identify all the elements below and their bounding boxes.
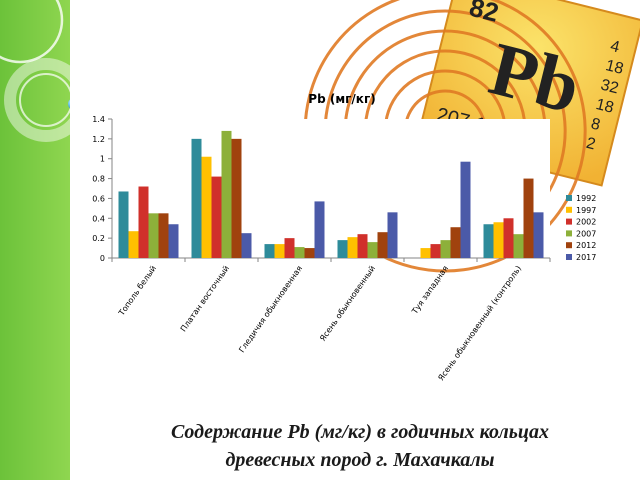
x-category-label: Ясень обыкновенный <box>318 264 377 343</box>
y-tick-label: 0.6 <box>92 194 105 203</box>
y-tick-label: 1.4 <box>92 115 105 124</box>
bar-2012 <box>231 138 242 258</box>
legend-label: 2012 <box>576 241 596 250</box>
bar-1997 <box>274 244 285 258</box>
legend-label: 2007 <box>576 229 596 238</box>
x-category-label: Гледичия обыкновенная <box>237 264 304 354</box>
electron-shell-value: 18 <box>594 96 615 117</box>
electron-shell-value: 8 <box>589 115 602 134</box>
bar-2002 <box>357 234 368 258</box>
bar-2012 <box>523 178 534 258</box>
caption-line-2: древесных пород г. Махачкалы <box>225 449 495 471</box>
electron-shell-value: 18 <box>604 57 625 78</box>
sidebar-decoration <box>0 0 70 480</box>
bar-2007 <box>513 234 524 258</box>
x-category-label: Тополь белый <box>116 264 158 318</box>
blue-orb-icon <box>68 99 70 109</box>
bar-2007 <box>367 242 378 258</box>
bar-2012 <box>304 248 315 258</box>
bar-2017 <box>241 233 252 258</box>
legend-label: 2017 <box>576 253 596 262</box>
bar-2002 <box>211 176 222 258</box>
legend-label: 1997 <box>576 206 596 215</box>
bar-2007 <box>221 130 232 258</box>
bar-2002 <box>503 218 514 258</box>
bar-2002 <box>284 238 295 258</box>
x-category-label: Платан восточный <box>179 264 231 333</box>
legend-swatch <box>566 254 572 260</box>
plot-area: 0 0.2 0.4 0.6 0.8 1 1.2 1.4 Тополь белый Платан в… <box>92 115 551 382</box>
bar-2007 <box>440 240 451 258</box>
bar-2017 <box>460 161 471 258</box>
bar-1992 <box>483 224 494 258</box>
legend-label: 1992 <box>576 194 596 203</box>
slide-caption: Содержание Pb (мг/кг) в годичных кольцах… <box>90 418 630 474</box>
x-category-label: Туя западная <box>410 264 451 317</box>
legend-swatch <box>566 195 572 201</box>
y-tick-label: 1 <box>100 155 105 164</box>
legend-label: 2002 <box>576 218 596 227</box>
element-symbol: Pb <box>482 27 588 130</box>
bar-2017 <box>533 212 544 258</box>
chart-title: Pb (мг/кг) <box>308 92 375 106</box>
electron-shell-value: 2 <box>584 135 597 154</box>
bar-1992 <box>264 244 275 258</box>
bar-1997 <box>347 237 358 258</box>
y-tick-label: 0.2 <box>92 234 105 243</box>
electron-shell-value: 32 <box>599 77 620 98</box>
legend-swatch <box>566 206 572 213</box>
bar-2017 <box>168 224 179 258</box>
bar-1992 <box>337 240 348 258</box>
bar-2012 <box>158 213 169 258</box>
bar-1997 <box>201 156 212 258</box>
chart-legend: 1992 1997 2002 2007 2012 2017 <box>566 194 596 262</box>
bar-2007 <box>148 213 159 258</box>
bar-1997 <box>128 231 139 258</box>
bar-2002 <box>430 244 441 258</box>
bar-2012 <box>450 227 461 258</box>
legend-swatch <box>566 218 572 225</box>
electron-shell-value: 4 <box>609 38 622 57</box>
caption-line-1: Содержание Pb (мг/кг) в годичных кольцах <box>170 421 550 443</box>
bar-2017 <box>314 201 325 258</box>
bar-2012 <box>377 232 388 258</box>
y-tick-label: 1.2 <box>92 135 105 144</box>
legend-swatch <box>566 242 572 249</box>
bar-2017 <box>387 212 398 258</box>
legend-swatch <box>566 230 572 237</box>
bar-2007 <box>294 247 305 258</box>
bar-1997 <box>493 222 504 258</box>
y-tick-label: 0.4 <box>92 214 105 223</box>
bar-1992 <box>118 191 129 258</box>
y-tick-label: 0 <box>100 254 105 263</box>
x-category-label: Ясень обыкновенный (контроль) <box>436 264 523 382</box>
plot-background <box>112 119 550 258</box>
bar-1997 <box>420 248 431 258</box>
bar-2002 <box>138 186 149 258</box>
bar-1992 <box>191 138 202 258</box>
y-tick-label: 0.8 <box>92 175 105 184</box>
